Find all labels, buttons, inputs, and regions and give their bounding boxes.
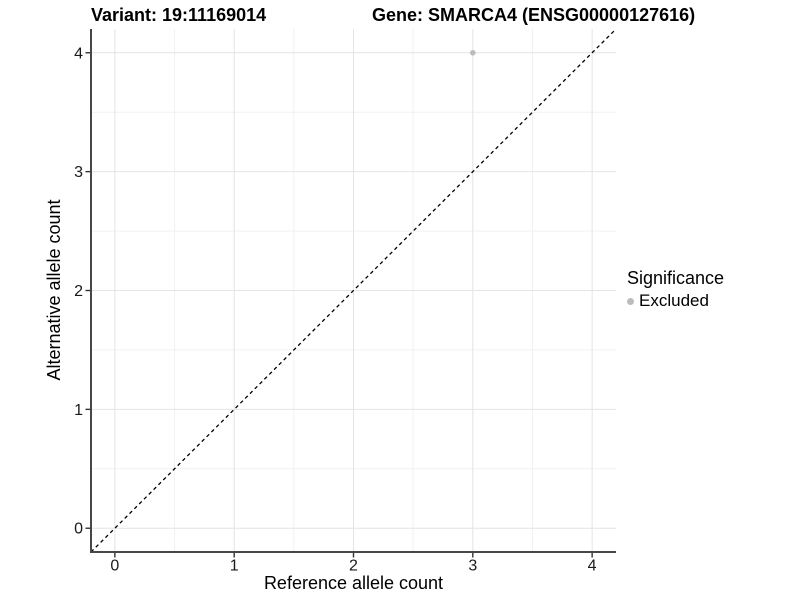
y-tick-label: 3 [74, 164, 83, 181]
legend-title: Significance [627, 268, 725, 288]
x-tick-label: 0 [110, 558, 119, 575]
y-tick-label: 4 [74, 45, 83, 62]
plot-title-variant: Variant: 19:11169014 [91, 5, 267, 25]
legend-item-label: Excluded [639, 291, 709, 310]
x-tick-label: 2 [349, 558, 358, 575]
legend: Significance Excluded [627, 267, 724, 311]
plot-title-gene: Gene: SMARCA4 (ENSG00000127616) [372, 5, 696, 25]
x-axis-title: Reference allele count [263, 573, 444, 593]
y-tick-label: 2 [74, 283, 83, 300]
y-axis-title: Alternative allele count [44, 199, 64, 381]
y-tick-label: 1 [74, 402, 83, 419]
legend-point-icon [627, 297, 634, 305]
x-tick-label: 4 [588, 558, 597, 575]
tick-marks [85, 52, 593, 558]
tick-labels: 0 1 2 3 4 0 1 2 3 4 [74, 45, 597, 574]
data-points [470, 49, 476, 56]
x-tick-label: 1 [230, 558, 239, 575]
x-tick-label: 3 [468, 558, 477, 575]
y-tick-label: 0 [74, 521, 83, 538]
legend-item-excluded: Excluded [627, 291, 724, 311]
axis-lines [90, 29, 616, 553]
identity-line [90, 28, 617, 553]
data-point-marker [470, 49, 476, 56]
